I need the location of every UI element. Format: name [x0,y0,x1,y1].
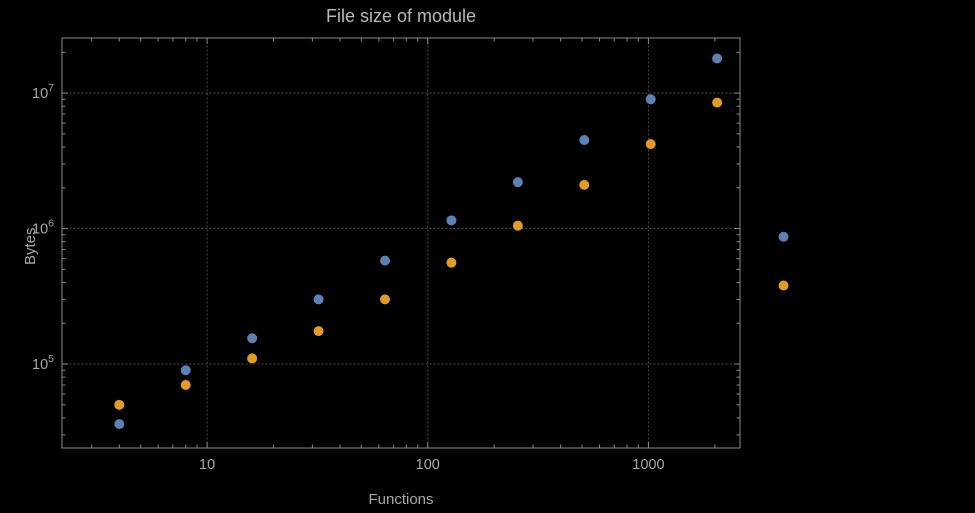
data-point-blue-series [712,53,723,64]
y-tick-label: 107 [32,82,54,102]
data-point-orange-series [778,280,789,291]
data-point-orange-series [114,399,125,410]
data-point-blue-series [114,419,125,430]
data-point-orange-series [180,380,191,391]
data-point-blue-series [313,294,324,305]
x-axis-label: Functions [368,491,434,508]
x-tick-label: 100 [416,457,440,473]
data-point-blue-series [778,231,789,242]
data-point-orange-series [512,220,523,231]
data-point-blue-series [379,255,390,266]
data-point-orange-series [712,97,723,108]
x-tick-label: 1000 [632,457,664,473]
data-point-blue-series [180,365,191,376]
chart-title: File size of module [325,6,477,26]
data-point-orange-series [645,139,656,150]
data-point-orange-series [247,353,258,364]
data-point-orange-series [313,326,324,337]
data-point-blue-series [579,135,590,146]
y-tick-label: 106 [32,218,54,238]
data-point-orange-series [379,294,390,305]
x-tick-label: 10 [199,457,215,473]
y-tick-label: 105 [32,353,54,373]
data-point-orange-series [579,179,590,190]
data-point-blue-series [645,94,656,105]
plot-frame [61,37,741,449]
data-point-blue-series [247,333,258,344]
data-point-blue-series [512,177,523,188]
data-point-orange-series [446,257,457,268]
data-point-blue-series [446,215,457,226]
